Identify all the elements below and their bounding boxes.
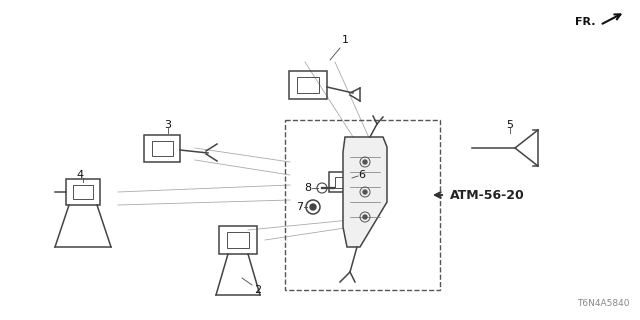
Bar (66, 179, 100, 205)
Bar (289, 71, 327, 99)
Text: 2: 2 (255, 285, 262, 295)
Text: 5: 5 (506, 120, 513, 130)
Bar (329, 172, 355, 192)
Circle shape (363, 160, 367, 164)
Bar (73, 185, 93, 199)
Text: ATM-56-20: ATM-56-20 (450, 188, 525, 202)
Text: 6: 6 (358, 170, 365, 180)
Text: 8: 8 (305, 183, 312, 193)
Text: FR.: FR. (575, 17, 595, 27)
Text: 1: 1 (342, 35, 349, 45)
Bar (227, 232, 249, 248)
Circle shape (363, 215, 367, 219)
Bar (335, 177, 349, 188)
Text: 4: 4 (76, 170, 84, 180)
Circle shape (363, 190, 367, 194)
Circle shape (310, 204, 316, 210)
Bar (285, 120, 440, 290)
Text: 3: 3 (164, 120, 172, 130)
Bar (144, 134, 180, 162)
Bar (297, 77, 319, 93)
Bar (219, 226, 257, 254)
Polygon shape (343, 137, 387, 247)
Text: 7: 7 (296, 202, 303, 212)
Bar (152, 140, 173, 156)
Text: T6N4A5840: T6N4A5840 (577, 299, 630, 308)
